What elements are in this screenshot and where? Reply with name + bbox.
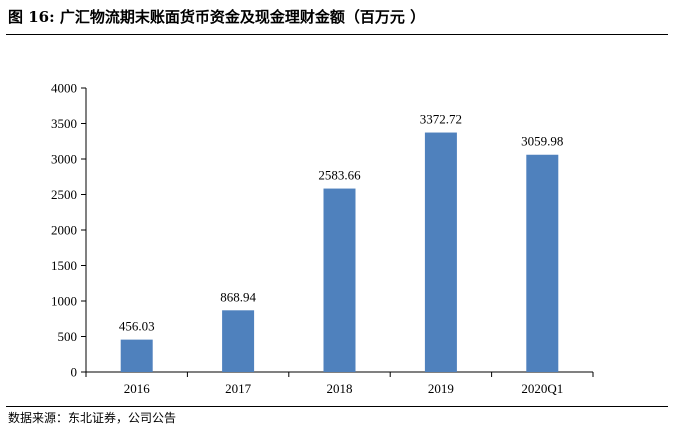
- figure-title: 图 16: 广汇物流期末账面货币资金及现金理财金额（百万元 ）: [8, 8, 426, 26]
- y-tick-label: 2500: [51, 187, 77, 202]
- chart-axes: 0 500 1000 1500 2000 2500 3000 3500 4000: [51, 81, 594, 380]
- y-tick-label: 1000: [51, 294, 77, 309]
- source-note: 数据来源：东北证券，公司公告: [8, 411, 177, 425]
- bar-value-label: 456.03: [119, 319, 155, 334]
- y-tick-label: 4000: [51, 81, 77, 96]
- bar-2019: [424, 132, 457, 372]
- y-tick-label: 0: [71, 365, 78, 380]
- y-tick-label: 1500: [51, 258, 77, 273]
- bar-2018: [323, 188, 356, 372]
- title-rule: [6, 34, 668, 35]
- y-tick-label: 500: [58, 329, 78, 344]
- source-rule: [6, 406, 668, 407]
- bar-value-label: 3059.98: [521, 134, 563, 149]
- bar-2017: [222, 310, 255, 372]
- x-category-label: 2018: [327, 381, 353, 396]
- chart-bars: [120, 132, 559, 372]
- bar-value-label: 868.94: [220, 289, 256, 304]
- bar-value-label: 2583.66: [318, 168, 361, 183]
- x-category-label: 2016: [124, 381, 151, 396]
- bar-value-label: 3372.72: [420, 112, 462, 127]
- bar-2016: [120, 339, 153, 372]
- y-tick-label: 2000: [51, 223, 77, 238]
- bar-2020Q1: [526, 154, 559, 372]
- x-category-label: 2019: [428, 381, 454, 396]
- y-tick-label: 3500: [51, 116, 77, 131]
- x-category-label: 2017: [225, 381, 252, 396]
- x-category-label: 2020Q1: [521, 381, 563, 396]
- y-tick-label: 3000: [51, 152, 77, 167]
- chart-labels: 2016 456.03 2017 868.94 2018 2583.66 2019 3372.…: [119, 112, 564, 396]
